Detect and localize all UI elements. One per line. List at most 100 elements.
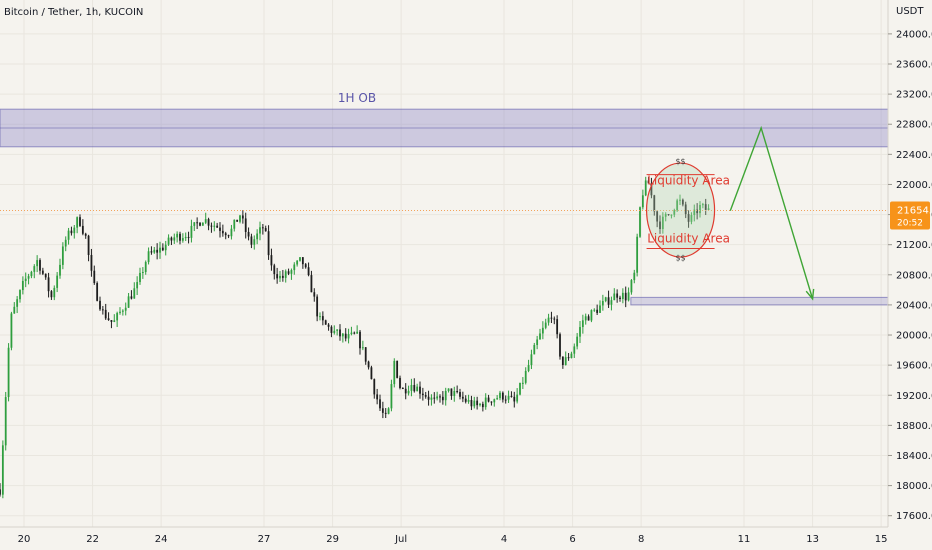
candle-body — [156, 249, 159, 253]
candle-body — [313, 292, 316, 297]
candle-body — [576, 336, 579, 347]
annotations-layer: Liquidity Area Liquidity Area $$ $$ — [0, 125, 888, 301]
candle-body — [87, 235, 90, 255]
candle-body — [221, 230, 224, 234]
candle-body — [496, 398, 499, 400]
candle-body — [79, 217, 81, 226]
candle-body — [384, 412, 387, 414]
candle-body — [610, 300, 613, 305]
price-tick-label: 18400.0 — [896, 451, 932, 462]
projection-path — [729, 125, 814, 300]
candle-body — [19, 290, 21, 300]
price-tick-label: 18000.0 — [896, 481, 932, 492]
candle-body — [213, 225, 216, 227]
price-tick-label: 18800.0 — [896, 421, 932, 432]
time-axis-panel — [0, 527, 932, 550]
candle-body — [284, 271, 287, 278]
candle-body — [287, 271, 290, 274]
candle-body — [419, 386, 421, 394]
price-tick-label: 23600.0 — [896, 59, 932, 70]
candle-body — [96, 283, 99, 301]
candle-body — [319, 316, 321, 318]
candle-body — [270, 255, 273, 266]
candle-body — [70, 230, 73, 234]
candle-body — [427, 396, 430, 400]
candle-body — [296, 260, 299, 265]
candle-body — [150, 251, 153, 253]
candle-body — [333, 330, 336, 333]
candle-body — [301, 257, 304, 265]
candle-body — [347, 334, 350, 339]
candle-body — [121, 310, 124, 312]
grid-layer — [0, 0, 888, 527]
candle-body — [490, 401, 493, 403]
time-tick-label: 8 — [638, 534, 644, 545]
candle-body — [467, 400, 470, 402]
candle-body — [330, 326, 333, 333]
candle-body — [187, 236, 190, 238]
candle-body — [273, 265, 276, 275]
candle-body — [453, 391, 456, 396]
candle-body — [393, 360, 396, 385]
candle-body — [504, 399, 507, 401]
candle-body — [644, 180, 647, 196]
candle-body — [647, 180, 650, 184]
candle-body — [16, 299, 19, 307]
candle-body — [141, 272, 144, 274]
liquidity-dollar-upper: $$ — [675, 157, 685, 166]
candle-body — [681, 199, 684, 205]
candle-body — [244, 218, 247, 232]
time-tick-label: 6 — [569, 534, 575, 545]
price-tick-label: 19200.0 — [896, 391, 932, 402]
candle-body — [93, 270, 96, 284]
candle-body — [76, 217, 79, 228]
candle-body — [547, 317, 550, 323]
candle-body — [601, 301, 604, 306]
candle-body — [53, 287, 56, 298]
candle-body — [404, 388, 407, 394]
chart-title: Bitcoin / Tether, 1h, KUCOIN — [4, 7, 143, 18]
candle-body — [256, 233, 259, 240]
candle-body — [204, 219, 207, 223]
candle-body — [701, 204, 704, 206]
candle-body — [704, 204, 707, 210]
candle-body — [116, 312, 119, 321]
price-tick-label: 20800.0 — [896, 270, 932, 281]
candle-body — [236, 219, 239, 222]
candle-body — [553, 318, 556, 320]
candle-body — [170, 237, 173, 241]
candle-body — [336, 329, 339, 331]
candle-body — [621, 292, 624, 300]
candle-body — [356, 331, 359, 334]
candle-body — [304, 264, 307, 268]
candle-body — [696, 209, 699, 214]
candle-body — [84, 233, 87, 236]
candle-body — [67, 230, 70, 240]
candle-body — [364, 347, 367, 362]
candle-body — [250, 236, 253, 245]
candle-body — [161, 247, 164, 251]
candle-body — [224, 233, 227, 236]
candle-body — [13, 306, 16, 314]
projection-arrowhead — [805, 288, 815, 301]
candle-body — [107, 318, 110, 321]
candle-body — [664, 214, 667, 217]
candle-body — [584, 316, 587, 321]
candle-body — [279, 275, 281, 279]
candle-body — [341, 333, 344, 337]
time-tick-label: Jul — [394, 534, 407, 545]
liquidity-area-label-lower: Liquidity Area — [647, 231, 730, 245]
candle-body — [0, 489, 1, 495]
liquidity-dollar-lower: $$ — [675, 253, 685, 262]
candle-body — [473, 400, 476, 407]
price-tick-label: 20400.0 — [896, 300, 932, 311]
liquidity-area-label-upper: Liquidity Area — [647, 173, 730, 187]
candle-body — [413, 384, 416, 392]
candle-body — [381, 408, 384, 413]
candle-body — [410, 384, 413, 391]
candle-body — [656, 211, 659, 222]
candle-body — [4, 397, 7, 446]
candle-body — [650, 183, 653, 196]
